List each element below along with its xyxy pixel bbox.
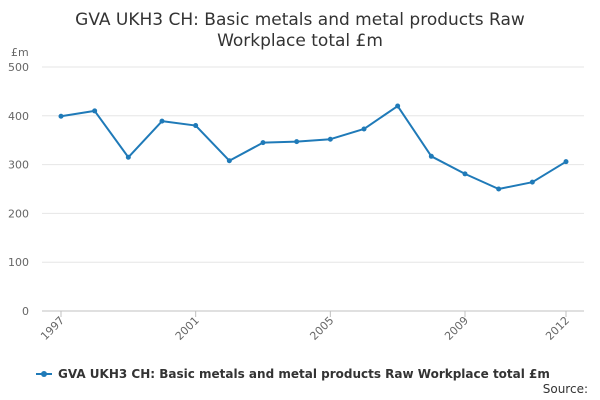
x-tick-label: 2001 [173, 314, 202, 343]
data-point[interactable] [462, 171, 468, 177]
legend-marker-icon [41, 371, 47, 377]
data-point[interactable] [428, 153, 434, 159]
y-axis-unit-label: £m [11, 46, 29, 59]
data-point[interactable] [294, 139, 300, 145]
y-axis-tick-labels: 0 100 200 300 400 500 [8, 61, 29, 318]
x-tick-label: 1997 [38, 314, 67, 343]
data-point[interactable] [260, 140, 266, 146]
data-point[interactable] [159, 118, 165, 124]
data-point[interactable] [563, 159, 569, 165]
legend[interactable]: GVA UKH3 CH: Basic metals and metal prod… [36, 367, 550, 381]
x-tick-label: 2012 [543, 314, 572, 343]
chart-title-line-1: GVA UKH3 CH: Basic metals and metal prod… [75, 10, 525, 30]
y-tick-label: 0 [22, 305, 29, 318]
data-point[interactable] [226, 158, 232, 164]
data-point[interactable] [125, 154, 131, 160]
series-group [58, 103, 569, 192]
y-tick-label: 100 [8, 256, 29, 269]
x-tick-label: 2009 [442, 314, 471, 343]
data-point[interactable] [395, 103, 401, 109]
chart-title-line-2: Workplace total £m [217, 31, 383, 51]
legend-item-label: GVA UKH3 CH: Basic metals and metal prod… [58, 367, 550, 381]
data-point[interactable] [496, 186, 502, 192]
data-point[interactable] [58, 113, 64, 119]
data-point[interactable] [193, 123, 199, 129]
y-tick-label: 500 [8, 61, 29, 74]
data-point[interactable] [327, 136, 333, 142]
x-axis-ticks: 1997 2001 2005 2009 2012 [38, 311, 572, 343]
source-label: Source: [543, 382, 588, 396]
y-tick-label: 200 [8, 207, 29, 220]
y-tick-label: 300 [8, 159, 29, 172]
data-point[interactable] [361, 126, 367, 132]
series-line [60, 105, 567, 190]
x-tick-label: 2005 [307, 314, 336, 343]
data-point[interactable] [92, 108, 98, 114]
y-tick-label: 400 [8, 110, 29, 123]
data-point[interactable] [529, 179, 535, 185]
grid-lines [42, 66, 584, 312]
